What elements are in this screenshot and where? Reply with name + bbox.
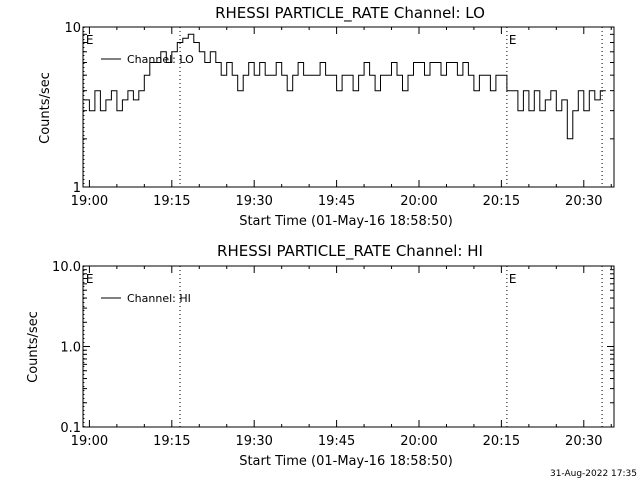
footer-timestamp: 31-Aug-2022 17:35 [550,469,637,479]
hi-x-tick-label: 19:00 [71,434,108,449]
hi-event-marker-label: E [86,272,94,286]
hi-y-tick-label: 1.0 [60,341,81,356]
lo-axes-frame [82,26,615,188]
hi-x-tick-label: 20:15 [483,434,520,449]
lo-event-marker-label: E [509,33,517,47]
lo-x-tick-label: 20:00 [400,194,437,209]
hi-x-tick-label: 20:00 [400,434,437,449]
lo-event-marker-label: E [86,33,94,47]
hi-y-tick-label: 0.1 [60,421,81,436]
lo-x-tick-label: 19:30 [235,194,272,209]
hi-x-axis-label: Start Time (01-May-16 18:58:50) [239,454,453,469]
hi-legend-label: Channel: HI [127,292,191,305]
hi-y-tick-label: 10.0 [52,260,81,275]
lo-plot-area: 19:00 19:15 19:30 19:45 20:00 20:15 20:30 1 10 E E… [64,21,615,209]
lo-y-tick-label: 1 [73,181,81,196]
lo-y-tick-label: 10 [64,21,81,36]
lo-chart-title: RHESSI PARTICLE_RATE Channel: LO [215,4,485,23]
hi-event-marker-label: E [509,272,517,286]
lo-series-line [83,33,606,140]
hi-x-tick-label: 19:45 [318,434,355,449]
lo-x-tick-label: 20:30 [565,194,602,209]
hi-x-tick-label: 19:15 [153,434,190,449]
lo-y-axis-label: Counts/sec [38,72,53,144]
lo-x-tick-label: 19:15 [153,194,190,209]
lo-channel-panel: RHESSI PARTICLE_RATE Channel: LO Counts/… [38,4,615,229]
hi-y-axis-label: Counts/sec [26,311,41,383]
lo-x-tick-label: 19:45 [318,194,355,209]
lo-x-axis-label: Start Time (01-May-16 18:58:50) [239,214,453,229]
hi-x-tick-label: 19:30 [235,434,272,449]
hi-x-tick-label: 20:30 [565,434,602,449]
lo-x-tick-label: 20:15 [483,194,520,209]
hi-chart-title: RHESSI PARTICLE_RATE Channel: HI [217,242,483,261]
hi-channel-panel: RHESSI PARTICLE_RATE Channel: HI Counts/… [26,242,615,469]
lo-x-tick-label: 19:00 [71,194,108,209]
hi-plot-area: 19:00 19:15 19:30 19:45 20:00 20:15 20:30 0.1 1.… [52,260,615,449]
